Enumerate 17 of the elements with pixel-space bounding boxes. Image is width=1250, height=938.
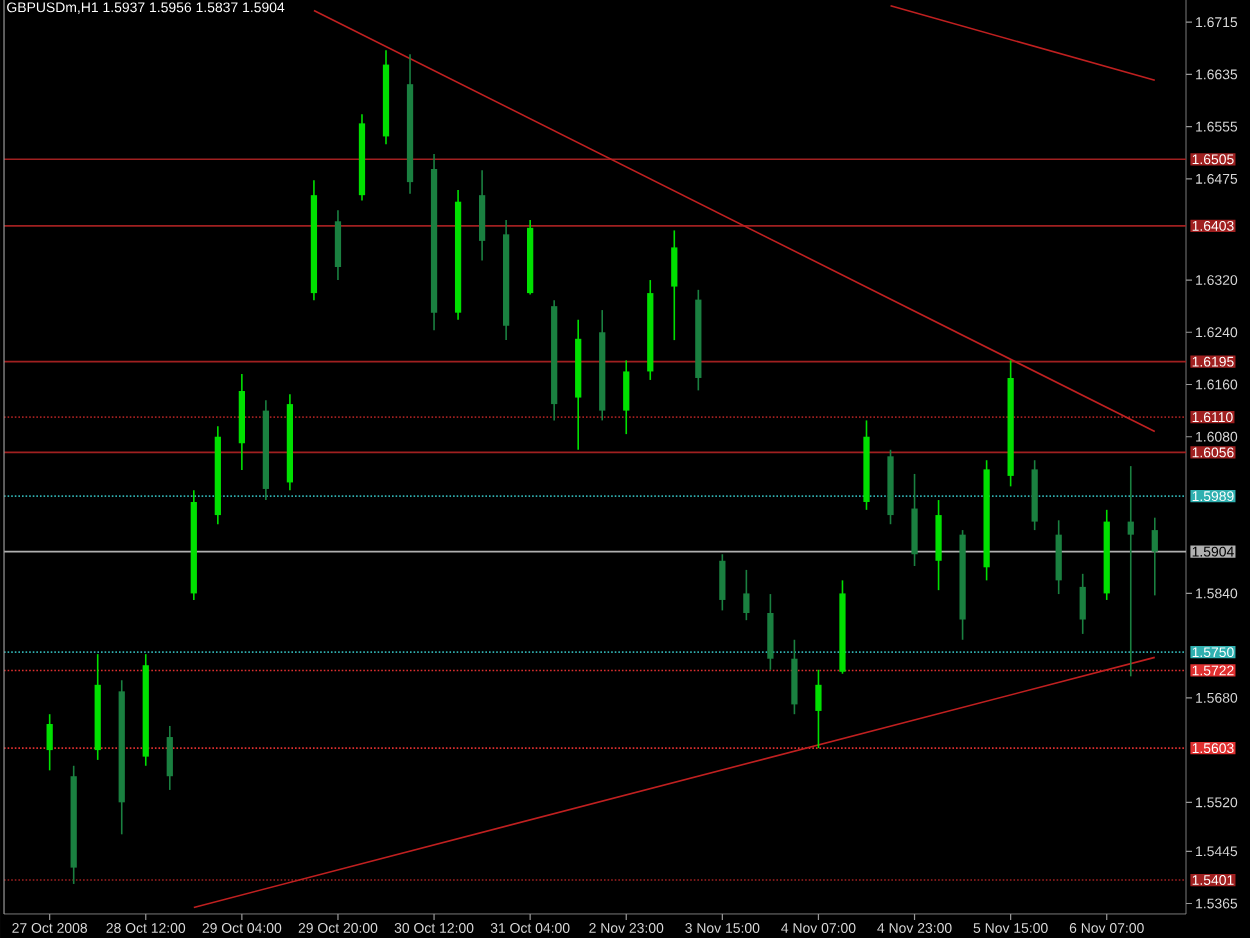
candlestick xyxy=(1127,465,1134,678)
candlestick xyxy=(1055,519,1062,595)
candlestick xyxy=(911,473,918,567)
candlestick xyxy=(478,169,486,262)
candlestick xyxy=(791,638,798,715)
candlestick xyxy=(623,359,630,435)
candlestick xyxy=(46,713,53,772)
candlestick xyxy=(166,725,173,791)
candlestick xyxy=(719,553,726,612)
candlestick xyxy=(334,209,342,281)
candlestick xyxy=(1079,573,1086,635)
candlestick xyxy=(767,593,774,671)
candlestick xyxy=(935,499,942,591)
candlestick xyxy=(743,569,750,621)
candlestick xyxy=(1151,516,1158,597)
candlestick xyxy=(815,669,822,749)
candlestick xyxy=(671,229,678,341)
